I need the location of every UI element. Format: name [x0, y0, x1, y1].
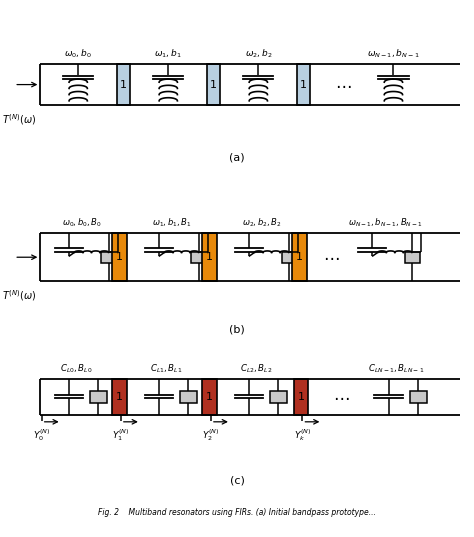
Bar: [202, 379, 217, 415]
Text: (c): (c): [229, 476, 245, 485]
Text: $T^{(N)}(\omega)$: $T^{(N)}(\omega)$: [2, 112, 36, 127]
Text: $Y_2^{(N)}$: $Y_2^{(N)}$: [202, 427, 219, 443]
Text: 1: 1: [296, 252, 303, 262]
Text: 1: 1: [116, 252, 123, 262]
Text: $Y_0^{(N)}$: $Y_0^{(N)}$: [33, 427, 50, 443]
Bar: [101, 252, 117, 263]
Text: $\omega_2,b_2$: $\omega_2,b_2$: [245, 48, 272, 61]
Bar: [297, 64, 310, 105]
Text: 1: 1: [300, 79, 307, 90]
Bar: [191, 252, 207, 263]
Text: 1: 1: [120, 79, 127, 90]
Text: (b): (b): [229, 325, 245, 335]
Text: $\omega_{N-1},b_{N-1},B_{N-1}$: $\omega_{N-1},b_{N-1},B_{N-1}$: [348, 216, 423, 229]
Text: $C_{L0},B_{L0}$: $C_{L0},B_{L0}$: [60, 362, 92, 375]
Bar: [270, 391, 287, 403]
Bar: [207, 64, 220, 105]
Bar: [112, 379, 127, 415]
Bar: [294, 379, 308, 415]
Text: 1: 1: [206, 252, 213, 262]
Text: 1: 1: [206, 392, 213, 402]
Text: $\omega_0,b_0$: $\omega_0,b_0$: [64, 48, 92, 61]
Bar: [202, 233, 217, 281]
Bar: [180, 391, 197, 403]
Bar: [410, 391, 427, 403]
Text: (a): (a): [229, 153, 245, 163]
Text: Fig. 2    Multiband resonators using FIRs. (a) Initial bandpass prototype...: Fig. 2 Multiband resonators using FIRs. …: [98, 508, 376, 517]
Text: $T^{(N)}(\omega)$: $T^{(N)}(\omega)$: [2, 288, 36, 303]
Text: 1: 1: [116, 392, 123, 402]
Text: $C_{LN-1},B_{LN-1}$: $C_{LN-1},B_{LN-1}$: [368, 362, 424, 375]
Text: $\omega_2,b_2,B_2$: $\omega_2,b_2,B_2$: [242, 216, 282, 229]
Text: $\cdots$: $\cdots$: [333, 388, 350, 406]
Text: $\omega_1,b_1$: $\omega_1,b_1$: [155, 48, 182, 61]
Text: $C_{L2},B_{L2}$: $C_{L2},B_{L2}$: [240, 362, 272, 375]
Text: $Y_k^{(N)}$: $Y_k^{(N)}$: [294, 427, 311, 443]
Text: $C_{L1},B_{L1}$: $C_{L1},B_{L1}$: [150, 362, 182, 375]
Text: 1: 1: [210, 79, 217, 90]
Text: $\omega_0,b_0,B_0$: $\omega_0,b_0,B_0$: [62, 216, 102, 229]
Text: $\cdots$: $\cdots$: [335, 76, 352, 93]
Bar: [90, 391, 107, 403]
Text: $\omega_1,b_1,B_1$: $\omega_1,b_1,B_1$: [152, 216, 192, 229]
Bar: [405, 252, 420, 263]
Bar: [282, 252, 297, 263]
Bar: [292, 233, 307, 281]
Text: $Y_1^{(N)}$: $Y_1^{(N)}$: [112, 427, 129, 443]
Text: 1: 1: [298, 392, 304, 402]
Bar: [112, 233, 127, 281]
Text: $\omega_{N-1},b_{N-1}$: $\omega_{N-1},b_{N-1}$: [367, 48, 419, 61]
Text: $\cdots$: $\cdots$: [323, 248, 340, 266]
Bar: [117, 64, 130, 105]
